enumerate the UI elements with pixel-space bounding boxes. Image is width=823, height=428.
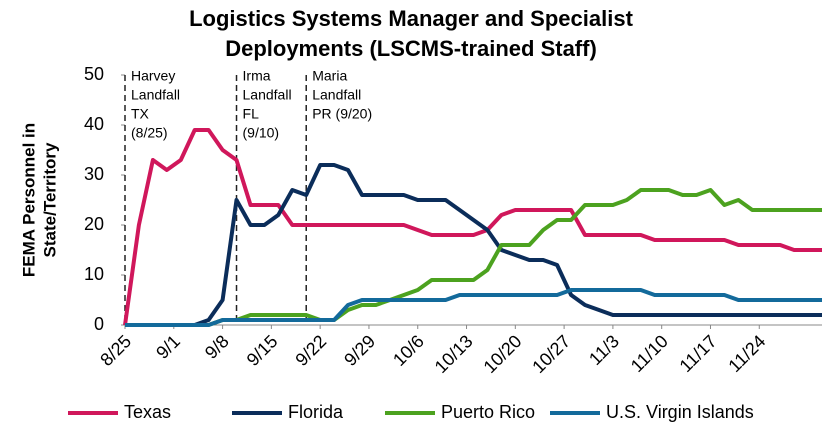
x-tick-label: 10/6 xyxy=(389,331,428,370)
x-tick-label: 9/8 xyxy=(201,331,233,363)
annotation-text: (9/10) xyxy=(243,125,280,141)
x-tick-label: 10/20 xyxy=(480,331,526,377)
legend-label: Texas xyxy=(124,402,171,422)
y-tick-label: 30 xyxy=(84,164,104,184)
x-tick-label: 10/13 xyxy=(431,331,477,377)
annotation-text: Maria xyxy=(312,68,347,84)
annotation-text: PR (9/20) xyxy=(312,106,372,122)
y-tick-label: 20 xyxy=(84,214,104,234)
x-tick-label: 9/1 xyxy=(152,331,184,363)
x-tick-label: 11/17 xyxy=(676,331,721,376)
annotation-text: Landfall xyxy=(312,87,361,103)
x-tick-label: 11/3 xyxy=(585,331,623,369)
series-line xyxy=(125,163,822,327)
y-tick-label: 0 xyxy=(94,314,104,334)
x-tick-label: 9/29 xyxy=(340,331,379,370)
legend-label: Florida xyxy=(288,402,344,422)
x-tick-label: 8/25 xyxy=(96,331,135,370)
y-axis-label: FEMA Personnel in xyxy=(19,123,38,277)
chart-title: Deployments (LSCMS-trained Staff) xyxy=(225,36,597,61)
x-tick-label: 11/24 xyxy=(724,331,769,376)
y-axis-label: State/Territory xyxy=(40,142,59,257)
x-tick-label: 9/15 xyxy=(243,331,282,370)
annotation-text: Irma xyxy=(243,68,271,84)
y-tick-label: 50 xyxy=(84,64,104,84)
legend-label: Puerto Rico xyxy=(441,402,535,422)
annotation-text: Landfall xyxy=(243,87,292,103)
annotation-text: Landfall xyxy=(131,87,180,103)
chart-title: Logistics Systems Manager and Specialist xyxy=(189,6,633,31)
annotation-text: FL xyxy=(243,106,260,122)
series-line xyxy=(125,288,822,327)
x-tick-label: 10/27 xyxy=(528,331,574,377)
y-tick-label: 10 xyxy=(84,264,104,284)
x-tick-label: 11/10 xyxy=(627,331,672,376)
series-line xyxy=(123,128,822,326)
annotation-text: (8/25) xyxy=(131,125,168,141)
annotation-text: TX xyxy=(131,106,150,122)
annotation-text: Harvey xyxy=(131,68,175,84)
x-tick-label: 9/22 xyxy=(291,331,330,370)
legend-label: U.S. Virgin Islands xyxy=(606,402,754,422)
y-tick-label: 40 xyxy=(84,114,104,134)
